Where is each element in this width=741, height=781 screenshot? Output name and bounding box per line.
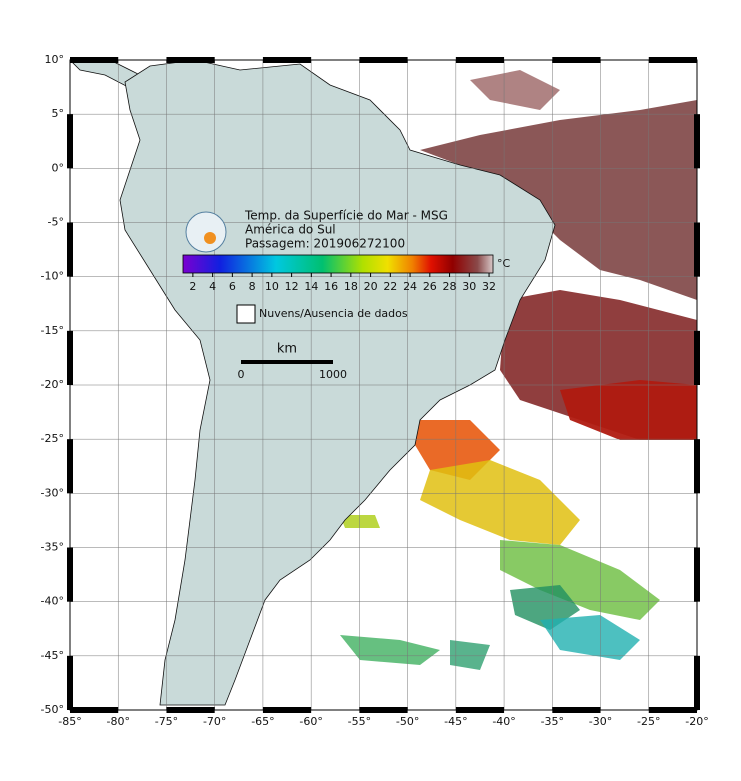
frame-segment	[166, 57, 215, 63]
colorbar-label: 4	[209, 280, 216, 293]
lon-tick-label: -30°	[589, 715, 612, 728]
frame-segment	[694, 222, 700, 277]
frame-segment	[694, 655, 700, 710]
frame-segment	[694, 439, 700, 494]
sst-warm-south	[560, 380, 697, 440]
sst-green	[500, 540, 660, 620]
lat-tick-label: 5°	[52, 107, 65, 120]
colorbar-unit: °C	[497, 257, 511, 270]
frame-bars	[67, 57, 700, 713]
colorbar-label: 30	[462, 280, 476, 293]
frame-segment	[67, 114, 73, 169]
sst-green	[340, 635, 440, 665]
lon-tick-label: -35°	[541, 715, 564, 728]
lon-tick-label: -75°	[155, 715, 178, 728]
title-line: América do Sul	[245, 223, 336, 237]
frame-segment	[67, 547, 73, 602]
colorbar-label: 32	[482, 280, 496, 293]
sst-green	[450, 640, 490, 670]
frame-segment	[694, 547, 700, 602]
title-line: Temp. da Superfície do Mar - MSG	[244, 209, 448, 223]
frame-segment	[455, 57, 505, 63]
lat-tick-label: -25°	[41, 432, 64, 445]
lat-tick-label: -30°	[41, 486, 64, 499]
frame-segment	[694, 114, 700, 169]
lat-tick-label: -45°	[41, 649, 64, 662]
colorbar-label: 26	[423, 280, 437, 293]
lat-tick-label: 10°	[45, 53, 65, 66]
lon-tick-label: -70°	[203, 715, 226, 728]
logo-dot	[204, 232, 216, 244]
frame-segment	[552, 57, 601, 63]
lon-tick-label: -50°	[396, 715, 419, 728]
colorbar-label: 18	[344, 280, 358, 293]
colorbar-scale	[182, 254, 494, 274]
frame-segment	[67, 655, 73, 710]
sst-warm	[470, 70, 560, 110]
map-area	[70, 60, 697, 706]
sst-warm-north	[420, 100, 697, 300]
colorbar-label: 16	[324, 280, 338, 293]
colorbar-label: 20	[364, 280, 378, 293]
frame-segment	[166, 707, 215, 713]
sst-yellow	[340, 515, 380, 528]
scale-label: 1000	[319, 368, 347, 381]
title-line: Passagem: 201906272100	[245, 237, 405, 251]
colorbar-label: 6	[229, 280, 236, 293]
lon-tick-label: -65°	[251, 715, 274, 728]
colorbar-label: 12	[285, 280, 299, 293]
lat-tick-label: -5°	[48, 216, 64, 229]
frame-segment	[67, 439, 73, 494]
frame-segment	[648, 57, 697, 63]
lat-tick-label: -50°	[41, 703, 64, 716]
colorbar-label: 22	[383, 280, 397, 293]
lat-tick-label: -40°	[41, 595, 64, 608]
lon-tick-label: -80°	[106, 715, 129, 728]
lon-tick-label: -45°	[444, 715, 467, 728]
frame-segment	[262, 707, 312, 713]
colorbar: 2 4 6 8 10 12 14 16 18 20 22 24 26 28 30 32°C	[182, 254, 511, 293]
lat-tick-label: -10°	[41, 270, 64, 283]
lon-tick-label: -25°	[637, 715, 660, 728]
lat-tick-label: 0°	[52, 161, 65, 174]
scale-label: 0	[238, 368, 245, 381]
frame-segment	[455, 707, 505, 713]
sst-yellow	[420, 460, 580, 545]
frame-segment	[648, 707, 697, 713]
frame-segment	[67, 330, 73, 385]
frame-segment	[70, 57, 119, 63]
legend-label: Nuvens/Ausencia de dados	[259, 307, 408, 320]
frame-segment	[70, 707, 119, 713]
frame-segment	[694, 330, 700, 385]
frame-segment	[359, 707, 408, 713]
lon-tick-label: -20°	[685, 715, 708, 728]
lon-tick-label: -85°	[58, 715, 81, 728]
lon-tick-label: -55°	[348, 715, 371, 728]
frame-segment	[552, 707, 601, 713]
frame-segment	[262, 57, 312, 63]
lat-tick-label: -15°	[41, 324, 64, 337]
frame-segment	[67, 222, 73, 277]
colorbar-label: 8	[249, 280, 256, 293]
logo	[185, 211, 227, 253]
colorbar-label: 10	[265, 280, 279, 293]
legend-swatch	[236, 304, 256, 324]
colorbar-label: 14	[304, 280, 318, 293]
land-south-america	[119, 60, 556, 706]
scale-bar	[241, 360, 333, 364]
colorbar-label: 28	[443, 280, 457, 293]
lon-tick-label: -60°	[299, 715, 322, 728]
lat-tick-label: -20°	[41, 378, 64, 391]
colorbar-label: 2	[189, 280, 196, 293]
lon-tick-label: -40°	[492, 715, 515, 728]
sst-cyan	[540, 615, 640, 660]
colorbar-label: 24	[403, 280, 417, 293]
scale-unit: km	[277, 342, 297, 357]
frame-segment	[359, 57, 408, 63]
lat-tick-label: -35°	[41, 541, 64, 554]
